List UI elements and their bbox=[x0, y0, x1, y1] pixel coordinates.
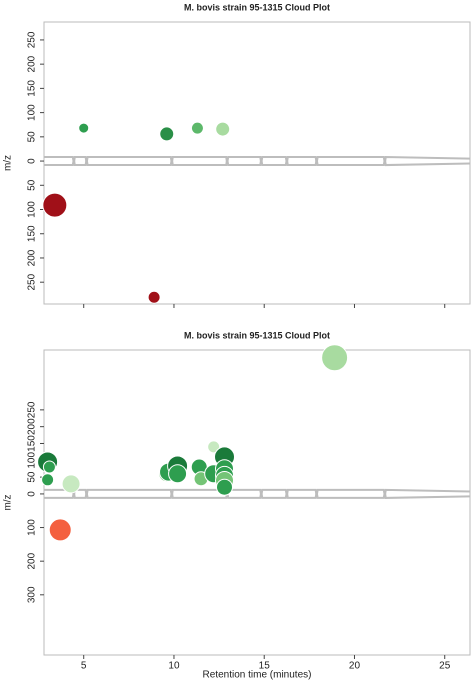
bubble bbox=[61, 474, 81, 494]
x-tick-label: 10 bbox=[168, 661, 180, 672]
y-tick-label: 100 bbox=[27, 201, 38, 218]
bubble bbox=[216, 478, 234, 496]
chart-title: M. bovis strain 95-1315 Cloud Plot bbox=[184, 2, 330, 12]
bubble bbox=[159, 126, 175, 142]
bubble bbox=[168, 464, 188, 484]
x-axis-label: Retention time (minutes) bbox=[203, 670, 312, 680]
bubble bbox=[41, 473, 55, 487]
y-tick-label: 50 bbox=[27, 179, 38, 191]
y-tick-label: 150 bbox=[27, 435, 38, 452]
bubble bbox=[207, 440, 221, 454]
y-tick-label: 100 bbox=[27, 519, 38, 536]
y-tick-label: 250 bbox=[27, 401, 38, 418]
chromatogram-trace bbox=[44, 158, 471, 167]
y-tick-label: 150 bbox=[27, 80, 38, 97]
y-tick-label: 250 bbox=[27, 273, 38, 290]
y-tick-label: 50 bbox=[27, 471, 38, 483]
y-tick-label: 200 bbox=[27, 418, 38, 435]
bubble bbox=[147, 290, 161, 304]
bubble bbox=[190, 121, 204, 135]
bubble bbox=[48, 518, 72, 542]
plot-frame bbox=[43, 349, 471, 656]
y-tick-label: 150 bbox=[27, 225, 38, 242]
x-tick-label: 20 bbox=[349, 661, 361, 672]
y-tick-label: 100 bbox=[27, 452, 38, 469]
bubble bbox=[42, 460, 56, 474]
x-tick-label: 5 bbox=[81, 661, 87, 672]
chromatogram-trace bbox=[44, 156, 471, 164]
bubble bbox=[215, 121, 231, 137]
y-tick-label: 50 bbox=[27, 131, 38, 143]
y-tick-label: 200 bbox=[27, 55, 38, 72]
chart-title: M. bovis strain 95-1315 Cloud Plot bbox=[184, 330, 330, 340]
y-axis-label: m/z bbox=[3, 494, 14, 510]
y-tick-label: 250 bbox=[27, 31, 38, 48]
x-tick-label: 15 bbox=[259, 661, 271, 672]
chromatogram-trace bbox=[44, 488, 471, 497]
y-axis-label: m/z bbox=[3, 155, 14, 171]
bubble bbox=[78, 122, 90, 134]
y-tick-label: 300 bbox=[27, 586, 38, 603]
plot-frame bbox=[43, 21, 471, 305]
y-tick-label: 0 bbox=[27, 158, 38, 164]
bubble bbox=[42, 192, 68, 218]
chromatogram-trace bbox=[44, 491, 471, 499]
x-tick-label: 25 bbox=[439, 661, 451, 672]
y-tick-label: 100 bbox=[27, 104, 38, 121]
y-tick-label: 200 bbox=[27, 249, 38, 266]
y-tick-label: 0 bbox=[27, 491, 38, 497]
y-tick-label: 200 bbox=[27, 552, 38, 569]
bubble bbox=[321, 344, 349, 372]
